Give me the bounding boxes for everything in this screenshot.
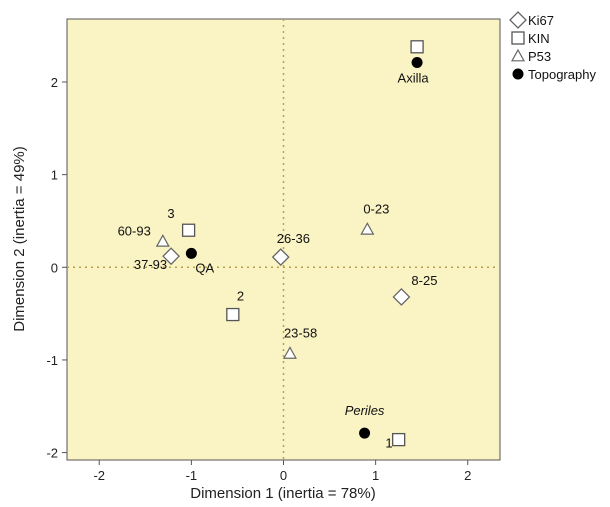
y-tick-label: -2 xyxy=(46,446,58,461)
y-tick-label: 2 xyxy=(51,75,58,90)
topography-point-label: QA xyxy=(195,260,214,275)
legend-p53-label: P53 xyxy=(528,49,551,64)
p53-point-label: 23-58 xyxy=(284,325,317,340)
x-tick-label: -1 xyxy=(186,468,198,483)
kin-point xyxy=(181,223,196,237)
reference-lines xyxy=(67,19,500,460)
ki67-point-label: 37-93 xyxy=(134,257,167,272)
y-tick-label: -1 xyxy=(46,353,58,368)
y-axis-title: Dimension 2 (inertia = 49%) xyxy=(11,146,28,332)
legend-topography-label: Topography xyxy=(528,67,596,82)
x-tick-label: 1 xyxy=(372,468,379,483)
legend-kin-label: KIN xyxy=(528,31,550,46)
x-tick-label: 2 xyxy=(464,468,471,483)
kin-point xyxy=(410,40,424,54)
legend-ki67-label: Ki67 xyxy=(528,13,554,28)
ki67-point xyxy=(271,248,290,267)
x-tick-label: -2 xyxy=(93,468,105,483)
kin-point-label: 2 xyxy=(237,289,244,304)
kin-point-label: 1 xyxy=(385,436,392,451)
y-tick-label: 1 xyxy=(51,168,58,183)
kin-point xyxy=(392,432,406,447)
topography-point xyxy=(185,247,197,259)
kin-point xyxy=(226,307,240,322)
topography-point-label: Axilla xyxy=(398,71,430,86)
legend-ki67-marker xyxy=(509,11,527,29)
point-labels: 37-93 26-36 8-25 3 2 1 60-93 0-23 23-58 Axilla QA P… xyxy=(118,71,438,451)
x-axis-title: Dimension 1 (inertia = 78%) xyxy=(190,485,376,502)
legend: Ki67 KIN P53 Topography xyxy=(509,11,596,82)
p53-point-label: 60-93 xyxy=(118,223,151,238)
axis-ticks: -2 -1 0 1 2 -2 -1 0 1 2 xyxy=(46,75,471,483)
p53-point xyxy=(155,234,170,247)
p53-point-label: 0-23 xyxy=(363,201,389,216)
topography-point-label: Periles xyxy=(345,403,385,418)
data-points xyxy=(155,40,424,447)
ki67-point-label: 26-36 xyxy=(277,231,310,246)
x-tick-label: 0 xyxy=(280,468,287,483)
topography-point xyxy=(359,427,371,439)
legend-p53-marker xyxy=(510,48,526,62)
p53-point xyxy=(360,222,375,235)
topography-point xyxy=(411,57,423,69)
y-tick-label: 0 xyxy=(51,260,58,275)
legend-topography-marker xyxy=(512,68,524,80)
ki67-point xyxy=(162,247,181,266)
legend-kin-marker xyxy=(511,31,525,45)
kin-point-label: 3 xyxy=(167,206,174,221)
ki67-point xyxy=(392,288,411,306)
p53-point xyxy=(282,346,297,359)
ki67-point-label: 8-25 xyxy=(411,273,437,288)
